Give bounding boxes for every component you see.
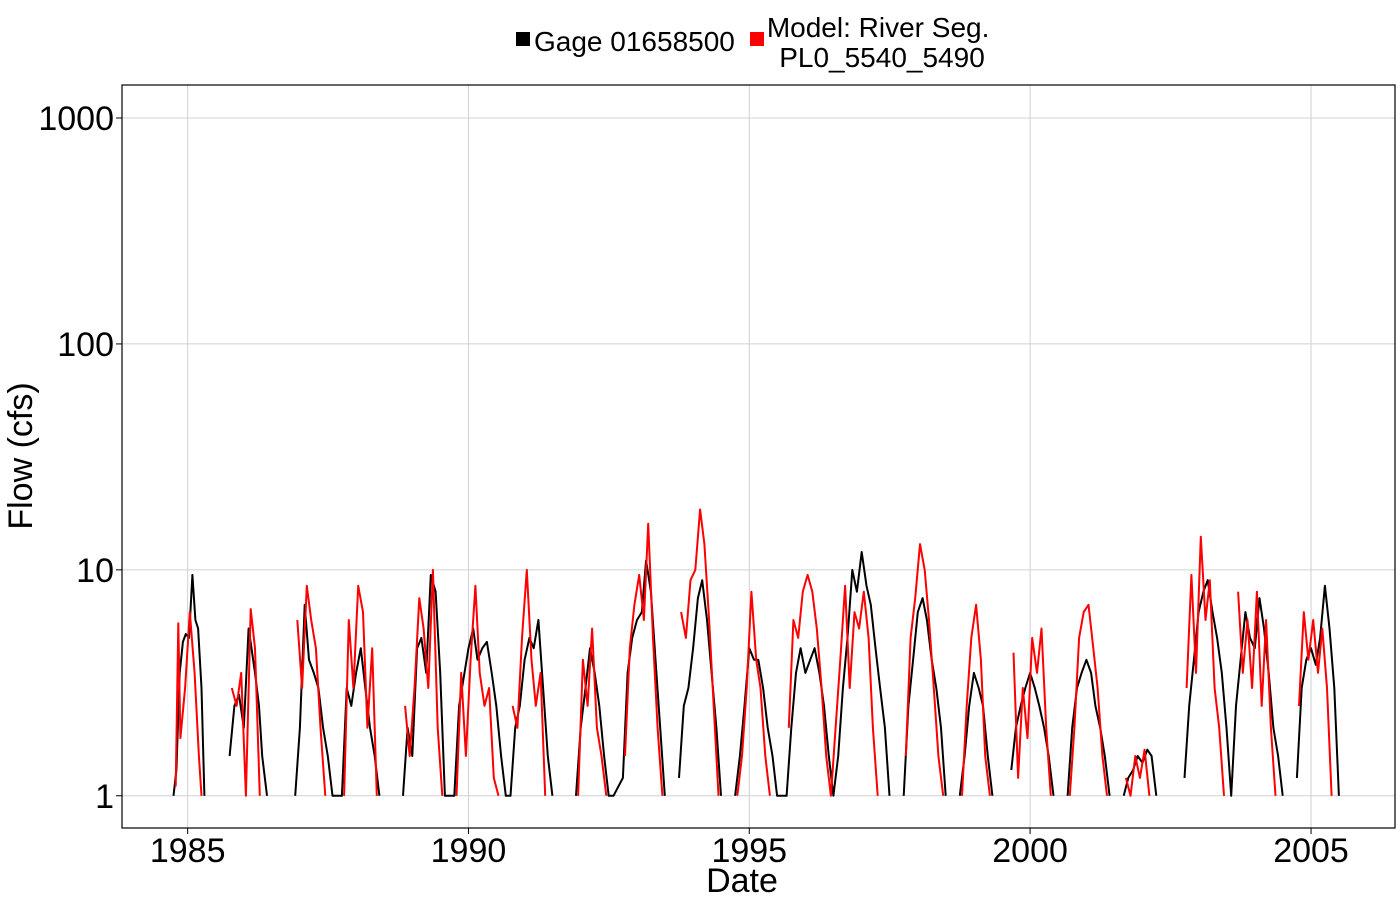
y-tick-label: 10	[76, 552, 114, 590]
series-lines	[172, 508, 1340, 797]
series-line-segment	[1068, 603, 1108, 796]
y-tick-label: 1000	[38, 100, 114, 138]
x-tick-label: 1995	[711, 832, 787, 870]
series-line-segment	[1295, 584, 1340, 796]
x-axis: 1985 1990 1995 2000 2005	[150, 828, 1349, 870]
y-tick-label: 100	[57, 326, 114, 364]
legend: Gage 01658500 Model: River Seg. PL0_5540…	[516, 12, 997, 73]
plot-border	[121, 84, 1396, 829]
series-line-segment	[1012, 627, 1052, 796]
series-line-segment	[404, 568, 444, 796]
series-line-segment	[1122, 748, 1158, 797]
series-line-segment	[902, 597, 947, 796]
legend-swatch-model	[750, 32, 764, 46]
series-line-segment	[787, 573, 879, 797]
x-tick-label: 1985	[150, 832, 226, 870]
y-tick-label: 1	[95, 778, 114, 816]
series-line-segment	[343, 584, 378, 796]
series-line-segment	[1124, 748, 1151, 797]
series-line-segment	[455, 584, 500, 797]
series-line-segment	[1185, 535, 1225, 796]
x-axis-title: Date	[706, 862, 778, 900]
series-line-segment	[624, 522, 664, 796]
legend-label-gage: Gage 01658500	[534, 26, 735, 57]
series-line-segment	[511, 568, 547, 796]
y-axis: 1 10 100 1000	[38, 100, 122, 816]
plot-panel	[121, 84, 1396, 829]
legend-label-model: Model: River Seg. PL0_5540_5490	[767, 12, 997, 73]
x-tick-label: 1990	[431, 832, 507, 870]
series-line-segment	[961, 603, 991, 796]
series-line-segment	[1237, 590, 1277, 796]
legend-swatch-gage	[516, 32, 530, 46]
series-line-segment	[577, 627, 608, 796]
series-line-segment	[174, 611, 203, 796]
grid-lines	[122, 85, 1395, 828]
x-tick-label: 2000	[992, 832, 1068, 870]
series-line-segment	[296, 584, 327, 796]
series-line-segment	[734, 551, 891, 797]
series-line-segment	[1298, 611, 1333, 796]
x-tick-label: 2005	[1273, 832, 1349, 870]
y-axis-title: Flow (cfs)	[2, 382, 40, 529]
series-line-segment	[904, 543, 945, 796]
series-line-segment	[736, 590, 771, 796]
series-line-segment	[1183, 579, 1284, 797]
series-line-segment	[230, 608, 261, 797]
series-model	[174, 508, 1333, 797]
series-line-segment	[680, 508, 720, 796]
